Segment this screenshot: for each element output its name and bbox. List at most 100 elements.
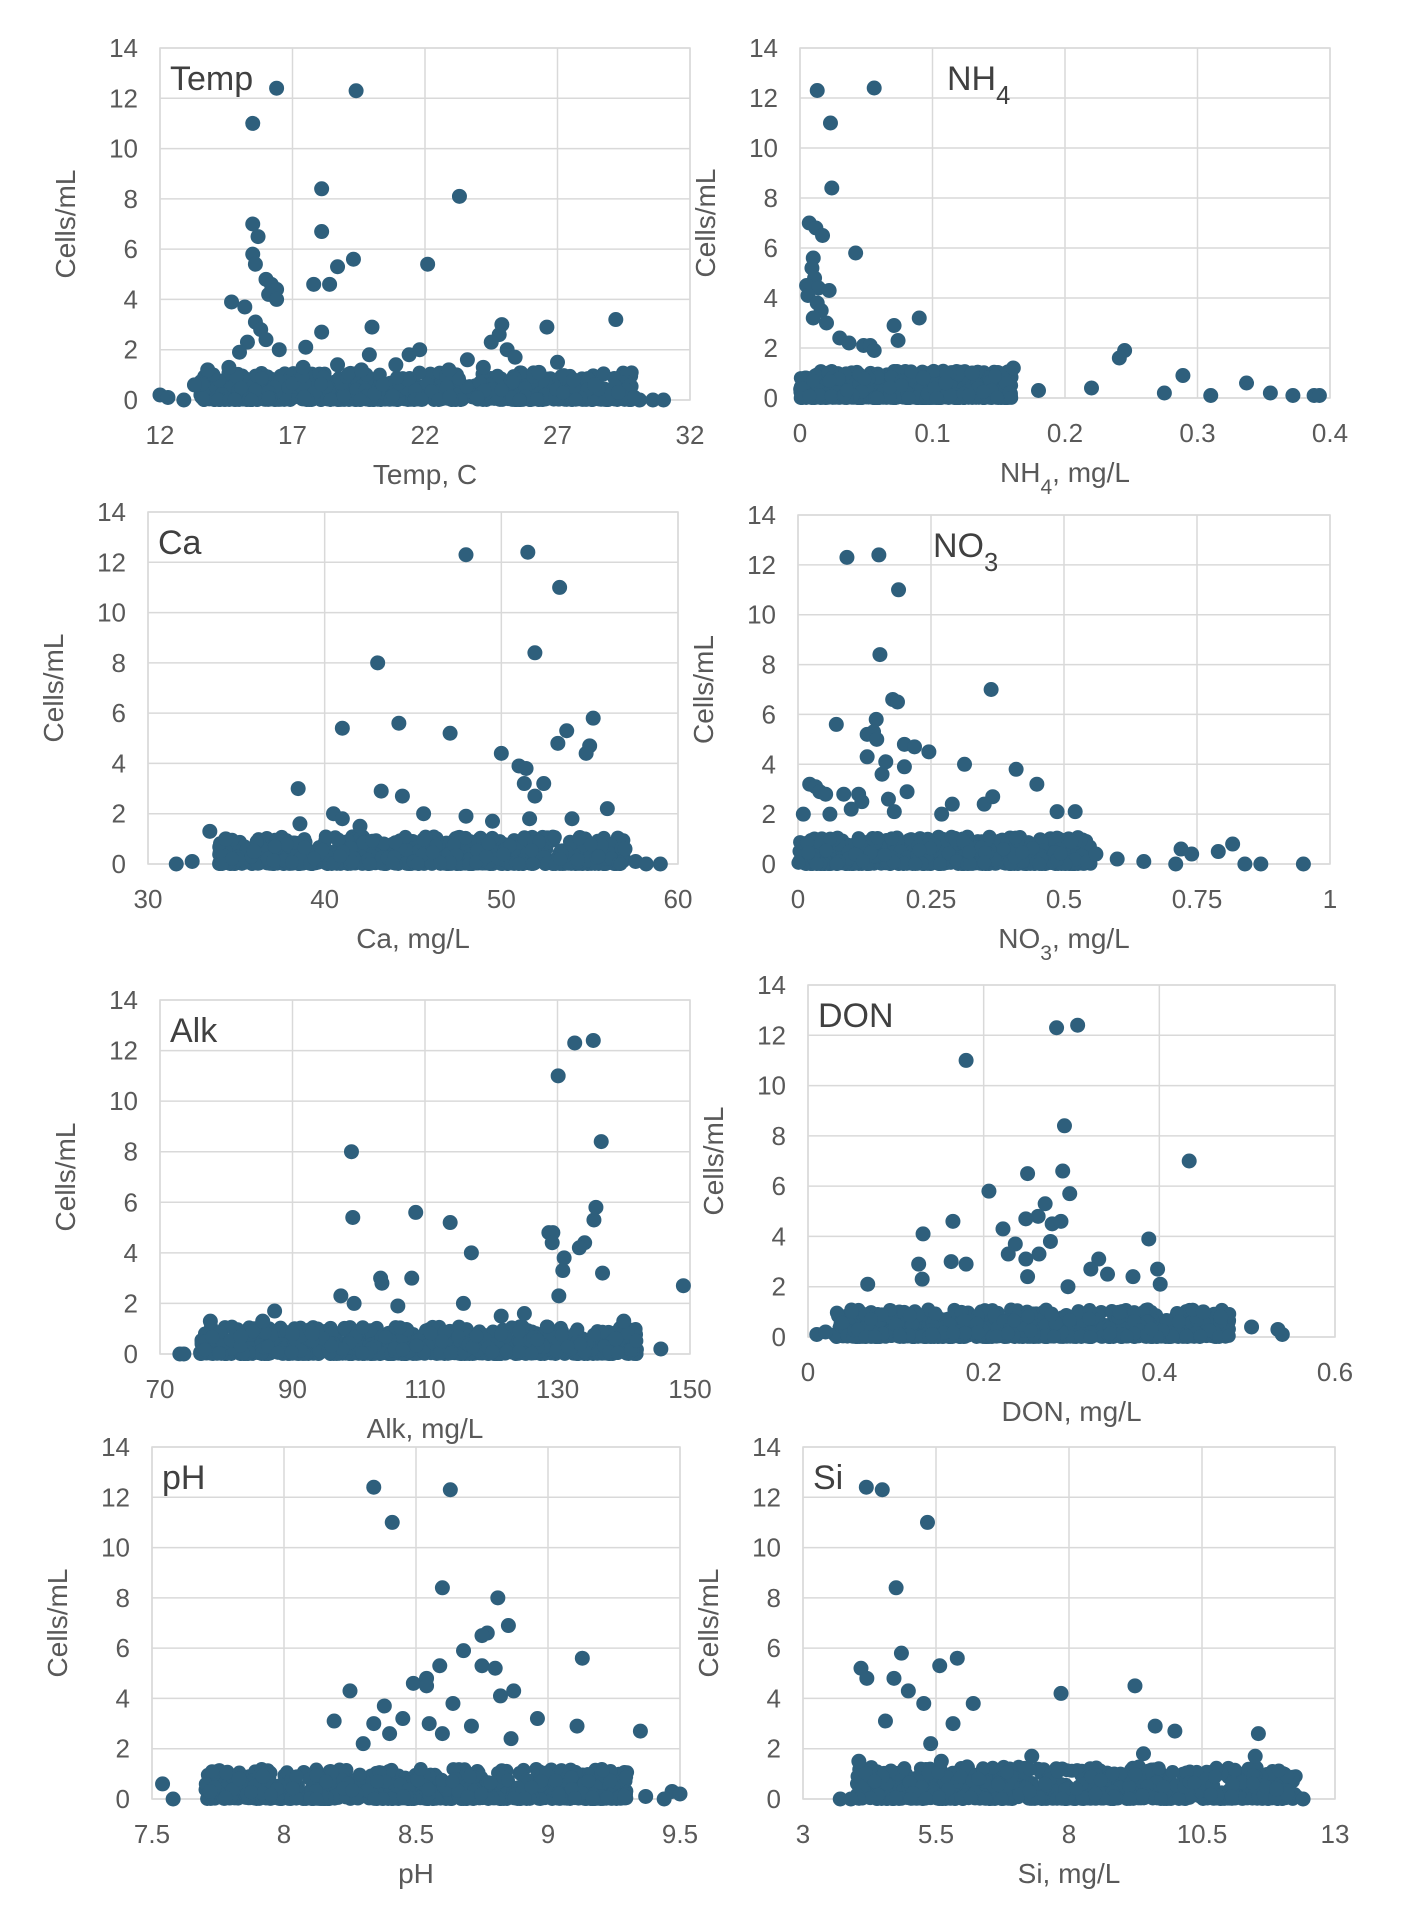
data-point: [512, 392, 527, 407]
x-tick-label: 60: [664, 884, 693, 914]
data-point: [996, 842, 1011, 857]
data-point: [570, 852, 585, 867]
data-point: [1237, 856, 1253, 872]
x-tick-label: 0: [793, 418, 807, 448]
y-tick-label: 14: [747, 500, 776, 530]
x-tick-label: 50: [487, 884, 516, 914]
data-point: [544, 1235, 560, 1251]
data-point: [550, 1068, 566, 1084]
data-point: [1053, 846, 1068, 861]
data-point: [587, 377, 603, 393]
data-point: [962, 845, 977, 860]
y-tick-label: 0: [772, 1322, 786, 1352]
data-point: [394, 788, 410, 804]
data-point: [809, 83, 825, 98]
data-point: [423, 1326, 438, 1341]
data-point: [388, 357, 404, 373]
data-point: [583, 837, 598, 852]
data-point: [588, 1199, 604, 1215]
data-point: [1088, 846, 1104, 862]
data-point: [595, 1265, 611, 1281]
data-point: [555, 1263, 571, 1279]
data-point: [391, 715, 407, 731]
x-tick-label: 32: [676, 420, 705, 450]
x-tick-label: 0: [791, 884, 805, 914]
data-point: [221, 359, 237, 375]
data-point: [261, 390, 276, 405]
data-point: [463, 1245, 479, 1261]
data-point: [512, 1324, 527, 1339]
data-point: [976, 384, 991, 399]
panel-label: DON: [818, 997, 894, 1035]
data-point: [352, 818, 368, 834]
data-point: [355, 1320, 370, 1335]
data-point: [378, 1329, 393, 1344]
data-point: [271, 342, 287, 358]
x-tick-label: 0.4: [1141, 1357, 1177, 1387]
data-point: [425, 845, 440, 860]
y-tick-label: 6: [762, 699, 776, 729]
x-tick-label: 0.5: [1046, 884, 1082, 914]
y-tick-label: 14: [97, 497, 126, 527]
data-point: [526, 856, 541, 871]
data-point: [268, 839, 283, 854]
x-tick-label: 0.2: [1047, 418, 1083, 448]
data-point: [212, 1346, 226, 1361]
x-tick-label: 0.4: [1312, 418, 1348, 448]
data-point: [645, 392, 661, 408]
data-point: [345, 854, 360, 869]
data-point: [550, 354, 565, 370]
data-point: [524, 843, 539, 858]
y-tick-label: 4: [772, 1221, 786, 1251]
data-point: [610, 1345, 625, 1360]
data-point: [908, 856, 923, 871]
data-point: [527, 788, 543, 804]
y-tick-label: 2: [764, 333, 778, 363]
data-point: [295, 359, 311, 375]
y-tick-label: 6: [764, 233, 778, 263]
data-point: [176, 392, 192, 408]
data-point: [894, 378, 909, 393]
data-point: [957, 756, 973, 772]
y-tick-label: 12: [109, 1036, 138, 1066]
data-point: [1067, 804, 1083, 820]
data-point: [1253, 856, 1269, 872]
data-point: [337, 1320, 352, 1335]
data-point: [330, 259, 346, 275]
data-point: [410, 856, 425, 871]
data-point: [441, 362, 457, 378]
data-point: [540, 1319, 555, 1334]
data-point: [815, 228, 831, 243]
data-point: [1111, 350, 1127, 366]
data-point: [412, 342, 428, 358]
y-axis-title: Cells/mL: [50, 1123, 81, 1232]
data-point: [493, 745, 509, 761]
data-point: [1049, 804, 1065, 820]
x-axis-title: Temp, C: [373, 459, 477, 490]
data-point: [901, 390, 916, 405]
data-point: [314, 377, 329, 392]
data-point: [988, 369, 1003, 384]
data-point: [451, 371, 466, 386]
x-tick-label: 40: [310, 884, 339, 914]
data-point: [899, 784, 915, 800]
data-point: [822, 373, 837, 388]
data-point: [250, 229, 266, 245]
data-point: [520, 544, 536, 560]
data-point: [516, 1306, 532, 1322]
data-point: [929, 390, 944, 405]
y-tick-label: 4: [124, 1238, 138, 1268]
data-point: [499, 1344, 514, 1359]
y-axis-title: Cells/mL: [38, 634, 69, 743]
data-point: [977, 855, 992, 870]
data-point: [373, 1270, 389, 1286]
x-tick-label: 1: [1323, 884, 1337, 914]
data-point: [493, 1308, 509, 1324]
data-point: [494, 1327, 509, 1342]
data-point: [882, 380, 897, 395]
data-point: [805, 310, 821, 326]
y-tick-label: 6: [124, 234, 138, 264]
